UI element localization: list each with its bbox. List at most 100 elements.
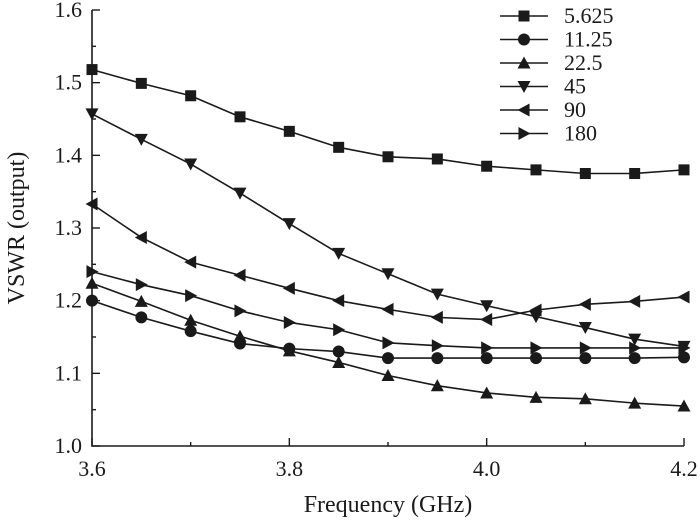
data-point: [579, 168, 591, 179]
legend-marker: [517, 56, 531, 69]
data-point: [234, 111, 246, 123]
legend-item: 45: [500, 74, 586, 99]
data-point: [185, 289, 198, 303]
axes: 1.0 1.1 1.2 1.3 1.4 1.5 1.6 3.6 3.8 4.0 4.2: [55, 0, 698, 481]
legend-label: 45: [564, 74, 586, 99]
data-point: [529, 390, 543, 403]
data-point: [678, 164, 690, 176]
data-point: [234, 304, 247, 318]
series-5.625: [86, 64, 690, 179]
data-point: [85, 276, 99, 289]
data-point: [677, 290, 690, 304]
series-22.5: [85, 276, 691, 412]
series-11.25: [86, 294, 690, 365]
data-point: [578, 322, 592, 335]
data-point: [381, 369, 395, 382]
data-point: [233, 268, 246, 282]
data-point: [480, 352, 493, 365]
data-point: [481, 341, 494, 355]
data-point: [332, 345, 345, 358]
data-point: [134, 230, 147, 244]
data-point: [678, 351, 690, 364]
data-point: [85, 108, 99, 121]
data-point: [481, 160, 493, 172]
data-point: [430, 310, 443, 324]
legend-item: 22.5: [500, 50, 603, 75]
data-point: [678, 341, 691, 355]
data-point: [135, 278, 148, 292]
legend-label: 180: [564, 121, 597, 146]
data-point: [382, 336, 395, 350]
x-tick-label: 3.6: [78, 456, 106, 481]
data-point: [480, 300, 494, 313]
data-point: [628, 333, 642, 346]
y-tick-label: 1.2: [55, 288, 83, 313]
legend-marker: [517, 103, 530, 117]
data-point: [332, 294, 345, 308]
x-tick-label: 4.2: [670, 456, 698, 481]
data-point: [134, 133, 148, 146]
y-tick-label: 1.6: [55, 0, 83, 22]
data-point: [184, 313, 198, 326]
data-point: [283, 315, 296, 329]
x-axis-title: Frequency (GHz): [304, 492, 473, 518]
data-point: [677, 399, 691, 412]
data-point: [381, 268, 395, 281]
data-point: [86, 64, 98, 76]
series-line: [91, 203, 685, 321]
data-point: [530, 164, 542, 176]
data-point: [529, 303, 542, 317]
data-point: [85, 197, 98, 211]
data-point: [431, 153, 443, 165]
legend-item: 90: [500, 97, 586, 122]
legend-marker: [517, 80, 531, 93]
data-point: [430, 379, 444, 392]
data-point: [382, 352, 394, 365]
data-point: [333, 141, 345, 153]
data-point: [578, 392, 592, 405]
series-90: [85, 197, 690, 327]
data-point: [135, 311, 148, 324]
legend-marker: [518, 33, 530, 46]
legend-label: 5.625: [564, 3, 614, 28]
y-axis-title: VSWR (output): [4, 152, 30, 305]
data-point: [282, 218, 296, 231]
y-tick-label: 1.1: [55, 360, 83, 385]
y-tick-label: 1.4: [55, 142, 83, 167]
legend-marker: [518, 10, 530, 22]
data-point: [86, 294, 98, 307]
data-point: [480, 386, 494, 399]
legend-item: 5.625: [500, 3, 614, 28]
data-point: [431, 339, 444, 353]
y-tick-label: 1.3: [55, 215, 83, 240]
series-180: [86, 265, 691, 355]
data-point: [628, 396, 642, 409]
series-layer: [85, 64, 691, 412]
series-45: [85, 108, 691, 353]
data-point: [233, 187, 247, 200]
data-point: [579, 352, 592, 365]
data-point: [135, 77, 147, 89]
data-point: [579, 341, 592, 355]
data-point: [333, 323, 346, 337]
data-point: [86, 265, 99, 279]
legend-label: 11.25: [564, 27, 613, 52]
data-point: [628, 352, 641, 365]
x-tick-label: 4.0: [473, 456, 501, 481]
data-point: [530, 352, 542, 365]
data-point: [629, 168, 641, 179]
data-point: [332, 247, 346, 260]
data-point: [282, 281, 295, 295]
data-point: [185, 90, 197, 102]
data-point: [332, 355, 346, 368]
y-tick-label: 1.5: [55, 70, 83, 95]
data-point: [184, 255, 197, 269]
data-point: [530, 341, 543, 355]
legend-label: 90: [564, 97, 586, 122]
data-point: [134, 294, 148, 307]
legend-label: 22.5: [564, 50, 603, 75]
data-point: [578, 297, 591, 311]
data-point: [480, 313, 493, 327]
